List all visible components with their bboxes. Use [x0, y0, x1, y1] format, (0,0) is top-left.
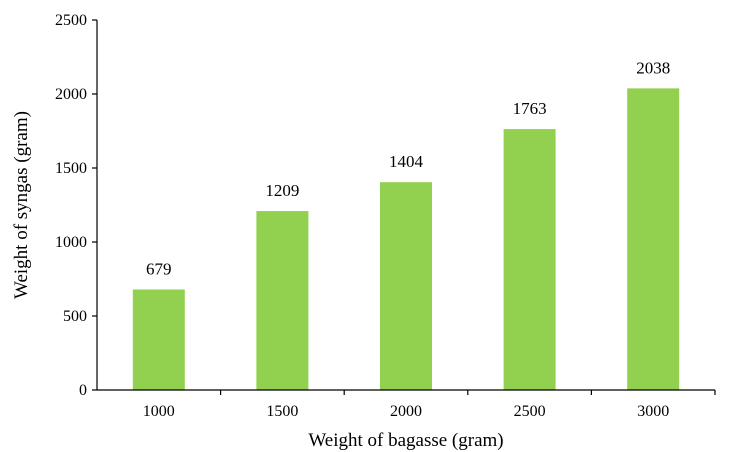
y-tick-label: 0 — [79, 382, 87, 399]
bar — [132, 289, 185, 390]
x-tick-label: 1000 — [143, 403, 175, 420]
y-tick-label: 2500 — [55, 12, 87, 29]
y-axis-title: Weight of syngas (gram) — [11, 111, 32, 299]
data-label: 1209 — [265, 181, 299, 200]
data-label: 679 — [146, 260, 172, 279]
x-tick-label: 1500 — [266, 403, 298, 420]
bars-group — [132, 88, 680, 391]
y-tick-label: 1000 — [55, 234, 87, 251]
x-tick-label: 3000 — [637, 403, 669, 420]
x-axis-title: Weight of bagasse (gram) — [308, 430, 503, 451]
data-labels-group: 679 1209 1404 1763 2038 — [146, 58, 670, 278]
x-tick-label: 2000 — [390, 403, 422, 420]
bar — [627, 88, 680, 390]
data-label: 1404 — [389, 152, 424, 171]
data-label: 2038 — [636, 58, 670, 77]
y-tick-label: 2000 — [55, 86, 87, 103]
bar — [503, 129, 556, 391]
bar — [256, 211, 309, 390]
data-label: 1763 — [513, 99, 547, 118]
bar — [380, 182, 432, 390]
y-tick-label: 1500 — [55, 160, 87, 177]
x-axis-ticks: 1000 1500 2000 2500 3000 — [143, 390, 716, 420]
y-axis-ticks: 0 500 1000 1500 2000 2500 — [55, 12, 97, 399]
y-tick-label: 500 — [63, 308, 87, 325]
x-tick-label: 2500 — [514, 403, 546, 420]
